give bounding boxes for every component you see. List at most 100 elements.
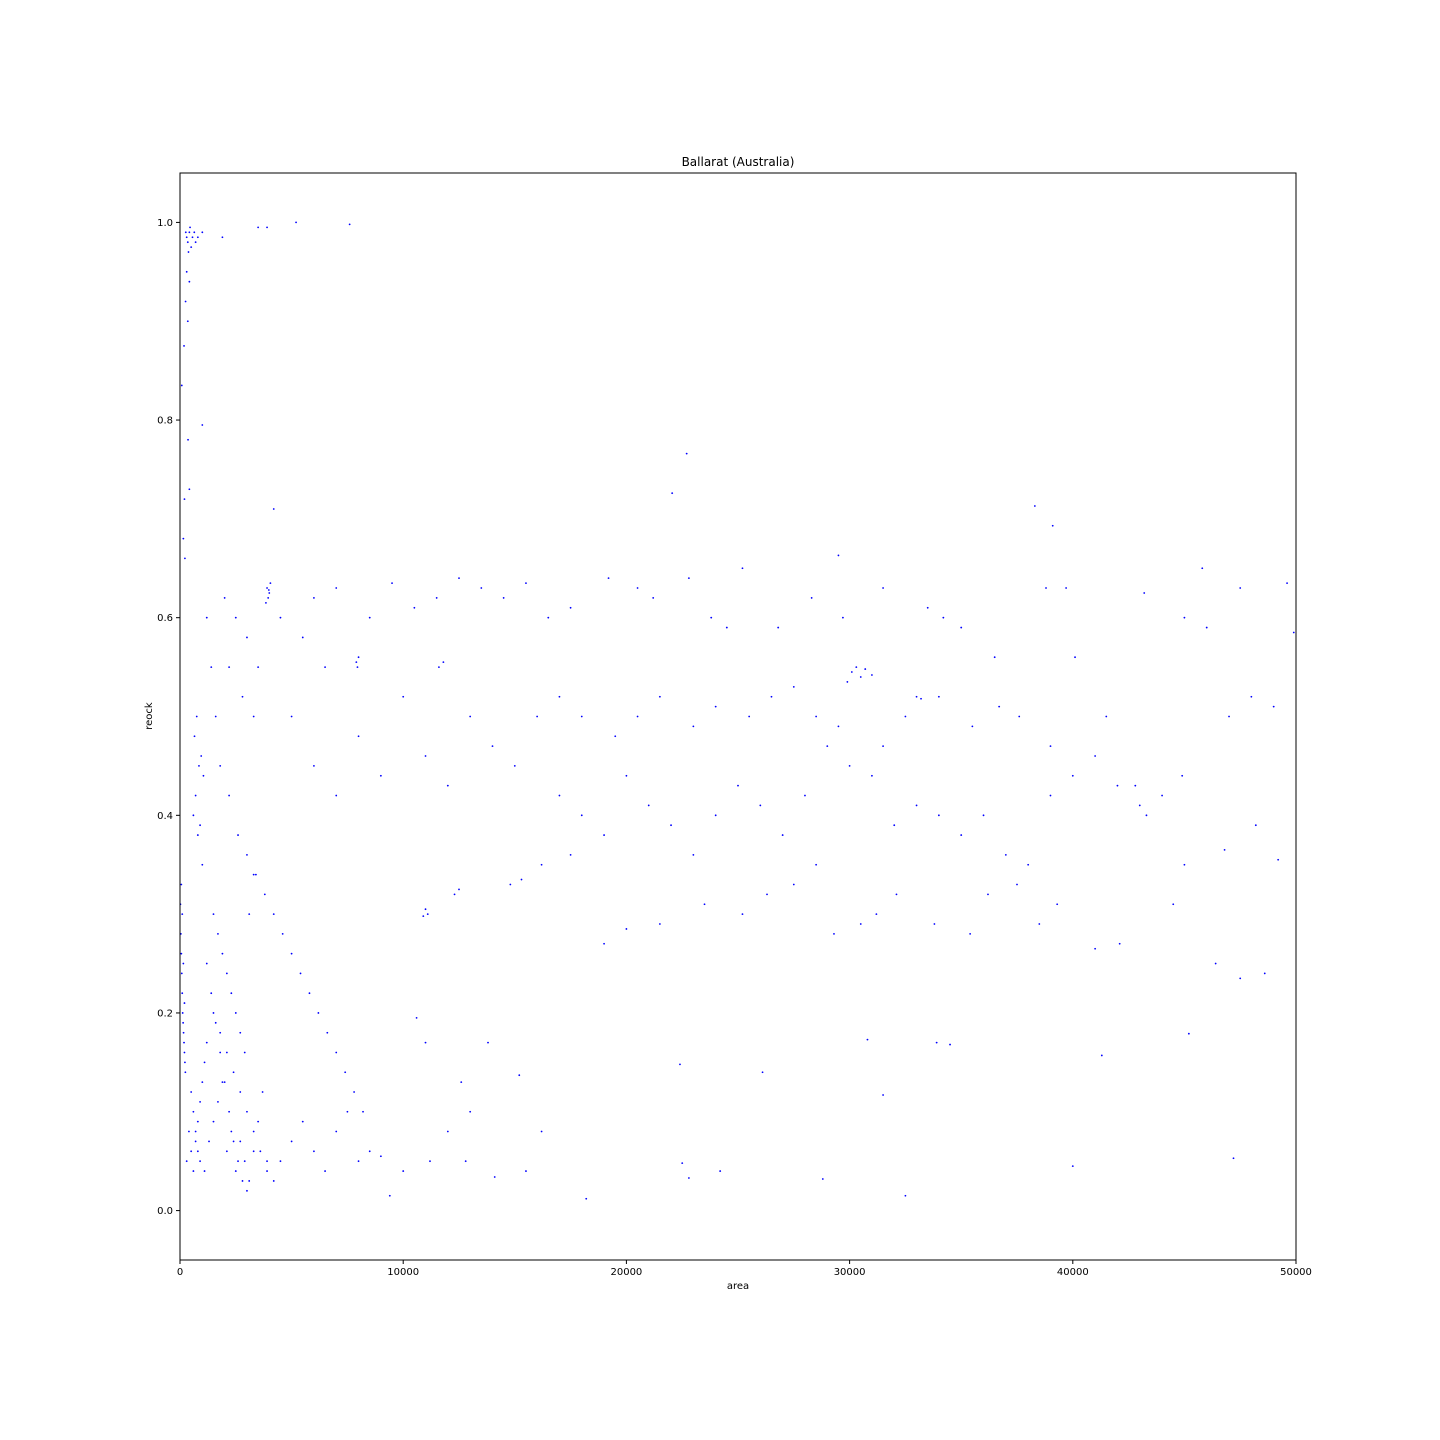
data-point bbox=[1049, 794, 1052, 797]
data-point bbox=[185, 1160, 188, 1163]
data-point bbox=[182, 1031, 185, 1034]
data-point bbox=[357, 656, 360, 659]
data-point bbox=[558, 794, 561, 797]
y-axis-ticks: 0.0 0.2 0.4 0.6 0.8 1.0 bbox=[157, 218, 180, 1217]
data-point bbox=[257, 226, 260, 229]
data-point bbox=[246, 636, 248, 639]
data-point bbox=[183, 498, 186, 500]
data-point bbox=[335, 1130, 338, 1133]
data-point bbox=[266, 226, 268, 229]
data-point bbox=[183, 345, 185, 347]
data-point bbox=[200, 755, 203, 757]
data-point bbox=[230, 1130, 233, 1133]
data-point bbox=[833, 933, 835, 935]
data-point bbox=[502, 597, 505, 599]
data-point bbox=[895, 893, 898, 896]
data-point bbox=[859, 923, 862, 925]
data-point bbox=[603, 942, 605, 945]
data-point bbox=[1228, 715, 1230, 718]
data-point bbox=[1094, 755, 1097, 757]
data-point bbox=[692, 853, 695, 856]
data-point bbox=[181, 913, 184, 916]
data-point bbox=[810, 597, 813, 599]
data-point bbox=[388, 1194, 391, 1197]
data-point bbox=[272, 1180, 275, 1182]
data-point bbox=[761, 1071, 764, 1074]
data-point bbox=[379, 1155, 382, 1158]
data-point bbox=[391, 582, 393, 584]
data-point bbox=[201, 424, 204, 426]
data-point bbox=[188, 1130, 190, 1133]
data-point bbox=[1183, 863, 1186, 866]
data-point bbox=[821, 1178, 824, 1180]
data-point bbox=[670, 824, 672, 827]
data-point bbox=[212, 1120, 215, 1123]
data-point bbox=[464, 1160, 467, 1163]
data-point bbox=[469, 1110, 472, 1113]
data-point bbox=[1016, 883, 1018, 886]
x-tick-label: 40000 bbox=[1057, 1267, 1089, 1278]
data-point bbox=[192, 1170, 195, 1172]
data-point bbox=[221, 236, 224, 239]
data-point bbox=[1143, 592, 1146, 594]
data-point bbox=[540, 1130, 543, 1133]
data-point bbox=[313, 765, 315, 767]
data-point bbox=[426, 913, 429, 916]
data-point bbox=[223, 597, 226, 599]
data-point bbox=[195, 715, 198, 718]
data-point bbox=[192, 814, 195, 817]
data-point bbox=[196, 236, 199, 239]
data-point bbox=[920, 697, 922, 700]
data-point bbox=[842, 616, 844, 619]
x-axis-ticks: 0 10000 20000 30000 40000 50000 bbox=[177, 1260, 1312, 1278]
data-point bbox=[846, 681, 849, 683]
data-point bbox=[1138, 804, 1141, 807]
data-point bbox=[335, 1051, 338, 1054]
data-point bbox=[525, 1170, 527, 1172]
data-point bbox=[257, 1120, 260, 1123]
data-point bbox=[759, 804, 762, 807]
data-point bbox=[246, 853, 248, 856]
data-point bbox=[719, 1170, 722, 1172]
data-point bbox=[850, 671, 853, 673]
data-point bbox=[792, 883, 795, 886]
data-point bbox=[239, 1031, 242, 1034]
data-point bbox=[183, 1041, 185, 1044]
data-point bbox=[1263, 972, 1266, 975]
data-point bbox=[261, 1091, 264, 1093]
data-point bbox=[636, 715, 639, 718]
data-point bbox=[228, 1110, 231, 1113]
data-point bbox=[815, 715, 818, 718]
data-point bbox=[180, 883, 183, 886]
data-point bbox=[540, 863, 543, 866]
data-point bbox=[194, 1130, 197, 1133]
data-point bbox=[193, 735, 196, 738]
data-point bbox=[1004, 853, 1007, 856]
data-point bbox=[184, 1061, 186, 1064]
data-point bbox=[344, 1071, 347, 1074]
data-point bbox=[355, 661, 358, 664]
data-point bbox=[335, 794, 338, 797]
data-point bbox=[214, 1021, 217, 1024]
data-point bbox=[210, 666, 213, 668]
data-point bbox=[180, 952, 183, 955]
data-point bbox=[777, 626, 780, 629]
data-point bbox=[232, 1071, 235, 1074]
data-point bbox=[368, 1150, 371, 1153]
data-point bbox=[212, 913, 215, 916]
data-point bbox=[1100, 1054, 1103, 1057]
data-point bbox=[714, 814, 717, 817]
data-point bbox=[232, 1140, 235, 1143]
data-point bbox=[804, 794, 806, 797]
x-tick-label: 50000 bbox=[1280, 1267, 1312, 1278]
data-point bbox=[188, 231, 191, 234]
data-point bbox=[904, 1194, 907, 1197]
data-point bbox=[1033, 505, 1036, 507]
data-point bbox=[1134, 784, 1137, 787]
data-point bbox=[710, 616, 713, 619]
data-point bbox=[460, 1081, 463, 1084]
data-point bbox=[188, 280, 191, 283]
data-point bbox=[223, 1081, 226, 1084]
data-point bbox=[190, 1150, 193, 1153]
data-point bbox=[362, 1110, 364, 1113]
